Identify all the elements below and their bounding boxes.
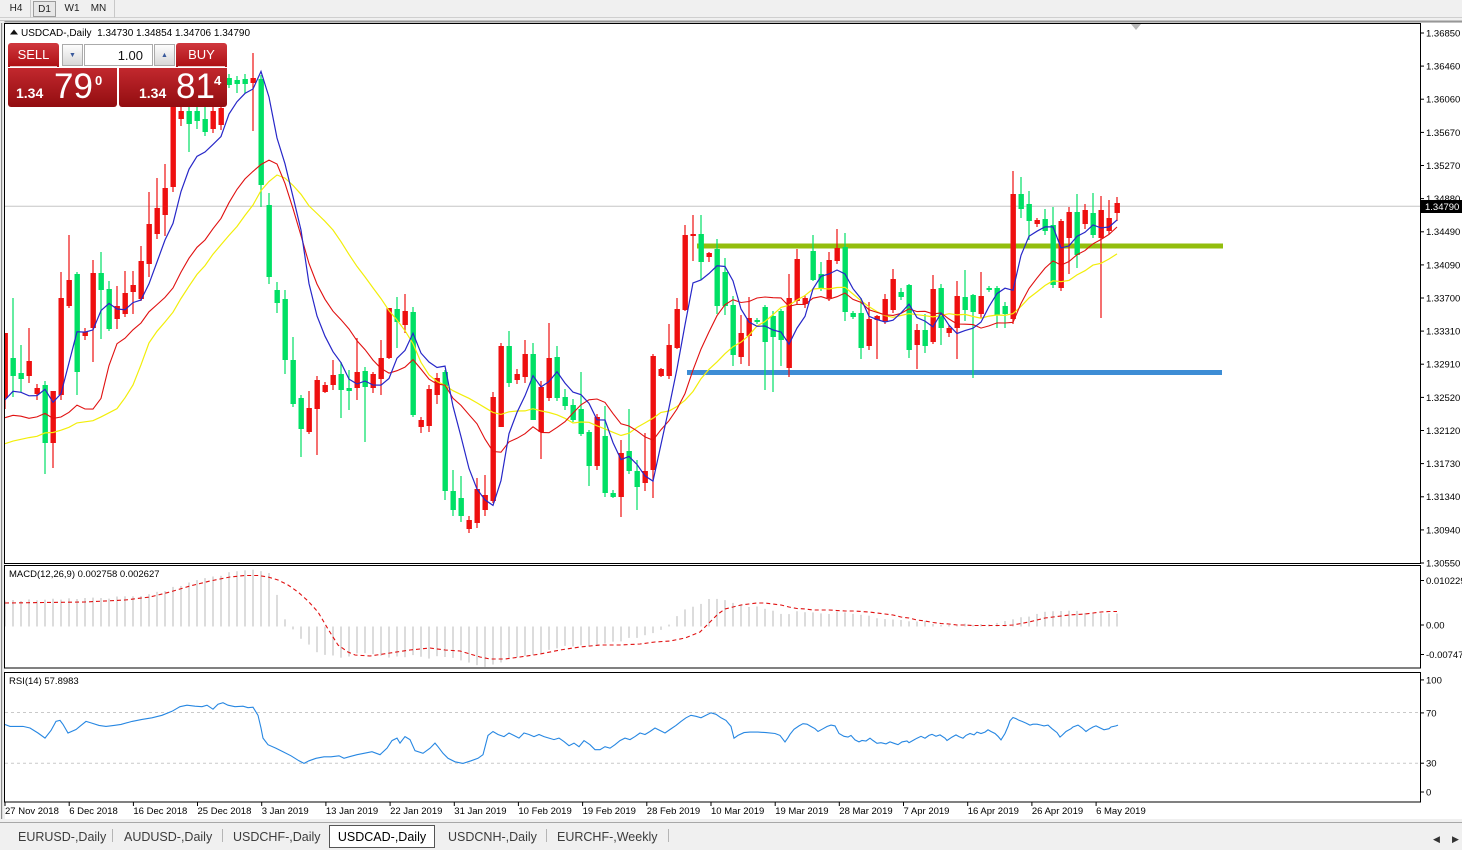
svg-text:16 Dec 2018: 16 Dec 2018 — [133, 806, 187, 817]
svg-text:1.36460: 1.36460 — [1426, 62, 1460, 73]
svg-text:22 Jan 2019: 22 Jan 2019 — [390, 806, 442, 817]
svg-text:26 Apr 2019: 26 Apr 2019 — [1032, 806, 1083, 817]
svg-text:25 Dec 2018: 25 Dec 2018 — [198, 806, 252, 817]
svg-text:6 Dec 2018: 6 Dec 2018 — [69, 806, 118, 817]
svg-text:1.34090: 1.34090 — [1426, 260, 1460, 271]
svg-text:100: 100 — [1426, 675, 1442, 686]
svg-text:10 Mar 2019: 10 Mar 2019 — [711, 806, 764, 817]
svg-text:1.34790: 1.34790 — [1425, 202, 1459, 213]
svg-text:1.33310: 1.33310 — [1426, 327, 1460, 338]
svg-text:1.31730: 1.31730 — [1426, 459, 1460, 470]
svg-text:1.33700: 1.33700 — [1426, 293, 1460, 304]
svg-text:USDCAD-,Daily 1.34730 1.34854: USDCAD-,Daily 1.34730 1.34854 1.34706 1.… — [21, 28, 250, 39]
svg-text:0.010229: 0.010229 — [1426, 576, 1462, 587]
svg-text:6 May 2019: 6 May 2019 — [1096, 806, 1146, 817]
svg-text:1.36850: 1.36850 — [1426, 28, 1460, 39]
svg-text:1.35670: 1.35670 — [1426, 128, 1460, 139]
svg-text:28 Mar 2019: 28 Mar 2019 — [839, 806, 892, 817]
svg-text:3 Jan 2019: 3 Jan 2019 — [262, 806, 309, 817]
svg-text:1.35270: 1.35270 — [1426, 161, 1460, 172]
svg-text:30: 30 — [1426, 759, 1437, 770]
svg-text:10 Feb 2019: 10 Feb 2019 — [518, 806, 571, 817]
svg-text:1.32120: 1.32120 — [1426, 426, 1460, 437]
svg-text:27 Nov 2018: 27 Nov 2018 — [5, 806, 59, 817]
svg-text:31 Jan 2019: 31 Jan 2019 — [454, 806, 506, 817]
svg-text:0: 0 — [1426, 787, 1431, 798]
svg-text:MACD(12,26,9) 0.002758 0.00262: MACD(12,26,9) 0.002758 0.002627 — [9, 569, 160, 580]
svg-text:1.30940: 1.30940 — [1426, 525, 1460, 536]
svg-text:70: 70 — [1426, 708, 1437, 719]
svg-text:28 Feb 2019: 28 Feb 2019 — [647, 806, 700, 817]
svg-text:19 Mar 2019: 19 Mar 2019 — [775, 806, 828, 817]
svg-text:13 Jan 2019: 13 Jan 2019 — [326, 806, 378, 817]
svg-text:1.30550: 1.30550 — [1426, 558, 1460, 569]
svg-text:16 Apr 2019: 16 Apr 2019 — [968, 806, 1019, 817]
svg-text:1.34490: 1.34490 — [1426, 227, 1460, 238]
svg-text:1.31340: 1.31340 — [1426, 492, 1460, 503]
svg-text:7 Apr 2019: 7 Apr 2019 — [904, 806, 950, 817]
svg-text:1.36060: 1.36060 — [1426, 95, 1460, 106]
svg-text:1.32520: 1.32520 — [1426, 393, 1460, 404]
svg-text:RSI(14) 57.8983: RSI(14) 57.8983 — [9, 676, 79, 687]
svg-text:1.34880: 1.34880 — [1426, 194, 1460, 205]
svg-text:19 Feb 2019: 19 Feb 2019 — [583, 806, 636, 817]
svg-text:-0.007477: -0.007477 — [1426, 650, 1462, 661]
svg-text:1.32910: 1.32910 — [1426, 360, 1460, 371]
svg-text:0.00: 0.00 — [1426, 620, 1445, 631]
